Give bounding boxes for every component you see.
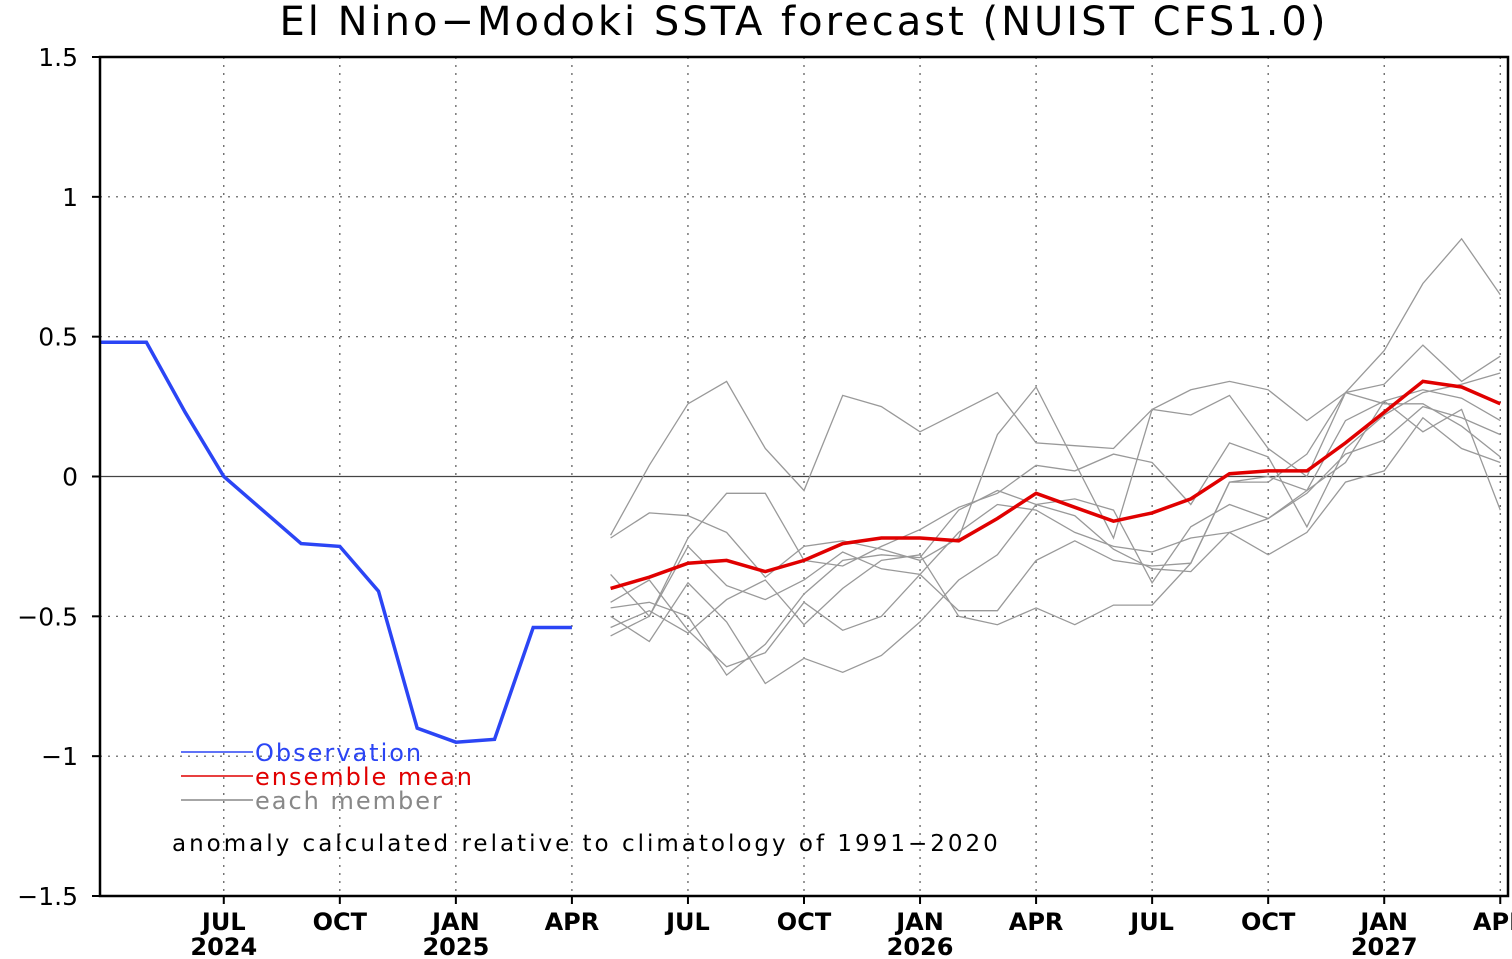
annotation: anomaly calculated relative to climatolo… (172, 831, 1001, 857)
y-tick-label: 1 (62, 183, 78, 212)
x-tick-label: APR (1009, 908, 1064, 936)
y-tick-label: −1.5 (17, 882, 78, 911)
legend-label-each-member: each member (255, 787, 444, 815)
grid (100, 57, 1508, 896)
member-line (610, 344, 1501, 579)
y-tick-label: −0.5 (17, 602, 78, 631)
member-line (610, 391, 1501, 637)
x-tick-label: APR (1473, 908, 1512, 936)
legend-label-observation: Observation (255, 739, 423, 767)
x-tick-label: JUL (1128, 908, 1174, 936)
x-tick-label: OCT (777, 908, 832, 936)
x-tick-label: JAN (894, 908, 944, 936)
series-lines (100, 340, 1501, 744)
x-tick-year-label: 2027 (1351, 933, 1418, 959)
x-tick-label: APR (545, 908, 600, 936)
x-tick-label: JUL (664, 908, 710, 936)
member-line (610, 416, 1501, 668)
member-line (610, 405, 1501, 685)
member-line (610, 237, 1501, 536)
member-lines (610, 237, 1501, 685)
series-line-observation (100, 340, 572, 744)
y-tick-label: 1.5 (38, 43, 78, 72)
x-tick-label: OCT (1241, 908, 1296, 936)
chart-title: El Nino−Modoki SSTA forecast (NUIST CFS1… (280, 0, 1329, 45)
member-line (610, 389, 1501, 677)
y-axis: 1.5 1 0.5 0 −0.5 −1 −1.5 (17, 43, 100, 911)
member-line (610, 400, 1501, 634)
y-tick-label: 0 (62, 463, 78, 492)
y-tick-label: −1 (41, 742, 78, 771)
x-tick-year-label: 2025 (422, 933, 489, 959)
x-tick-label: JUL (200, 908, 246, 936)
series-line-ensemble-mean (610, 379, 1501, 591)
y-tick-label: 0.5 (38, 323, 78, 352)
x-tick-label: OCT (313, 908, 368, 936)
x-tick-label: JAN (1358, 908, 1408, 936)
x-tick-year-label: 2026 (887, 933, 954, 959)
x-tick-year-label: 2024 (190, 933, 257, 959)
x-tick-label: JAN (430, 908, 480, 936)
legend-label-ensemble-mean: ensemble mean (255, 763, 474, 791)
legend: Observation ensemble mean each member (181, 739, 474, 815)
member-line (610, 372, 1501, 618)
